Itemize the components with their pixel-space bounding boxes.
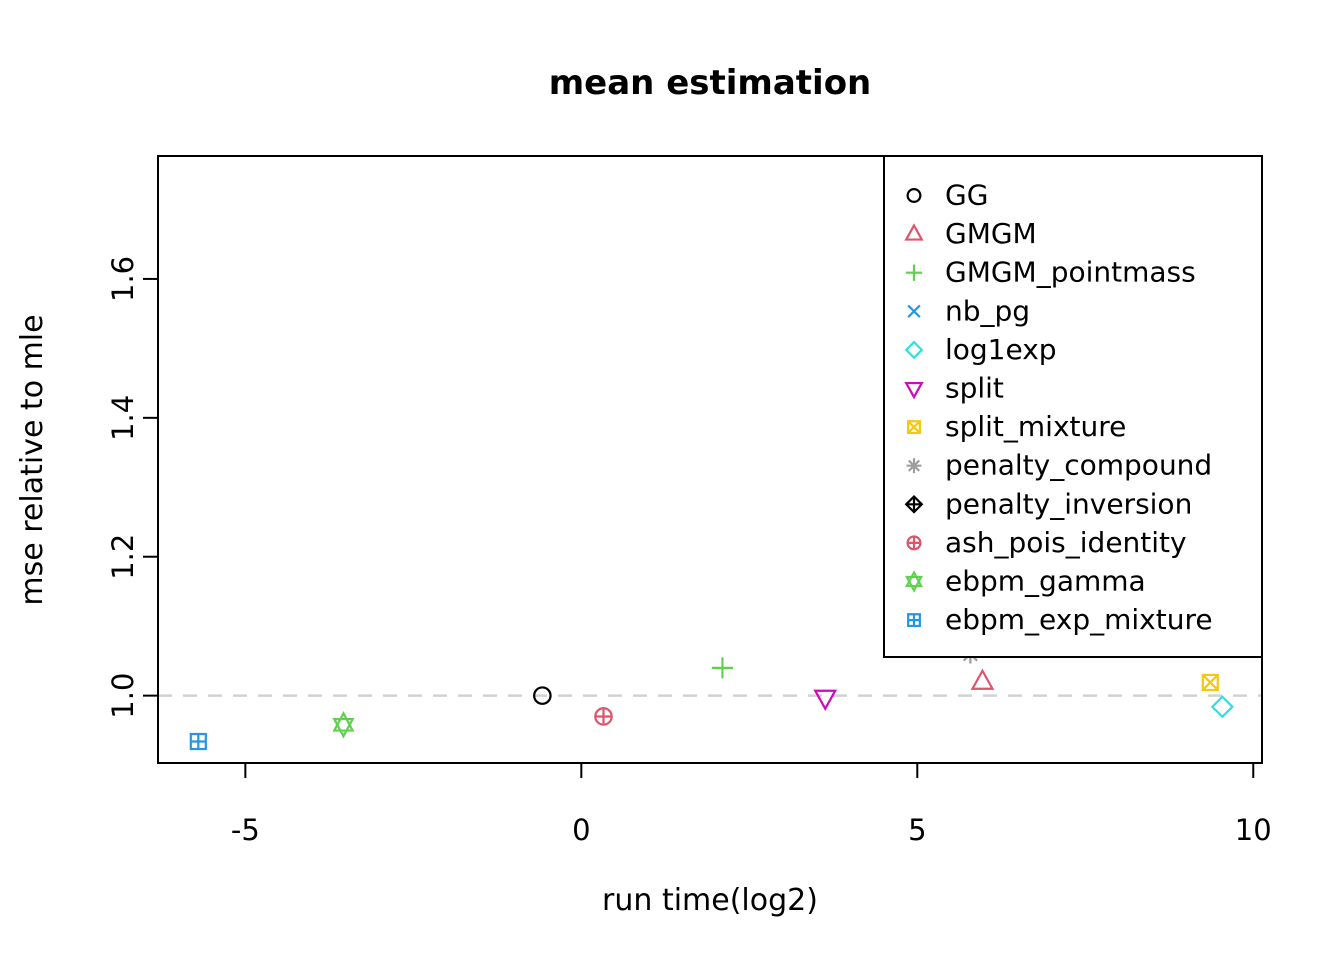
plot-area: -5 0 5 10 1.0 1.2 1.4 1.6 GG GMGM GMGM_pointmassnb… — [106, 155, 1272, 847]
legend-marker-nb_pg-icon — [907, 304, 921, 318]
legend-marker-log1exp-icon — [904, 340, 924, 360]
x-tick-label: 5 — [908, 813, 926, 847]
legend-marker-split-icon — [904, 381, 924, 400]
data-point-split — [813, 689, 838, 711]
y-tick-label: 1.6 — [106, 256, 140, 302]
legend-marker-ash_pois_identity-icon — [906, 535, 922, 551]
y-tick-label: 1.4 — [106, 395, 140, 441]
legend-label-split: split — [945, 372, 1004, 405]
legend-marker-split_mixture-icon — [907, 420, 921, 435]
data-point-ash_pois_identity — [594, 707, 613, 726]
x-tick-label: 0 — [572, 813, 590, 847]
legend-label-GMGM_pointmass: GMGM_pointmass — [945, 256, 1196, 289]
y-tick-label: 1.2 — [106, 534, 140, 580]
data-point-ebpm_gamma — [332, 710, 355, 739]
legend-label-nb_pg: nb_pg — [945, 294, 1030, 327]
data-point-GG — [533, 686, 552, 705]
legend-box — [883, 155, 1263, 658]
legend-marker-penalty_compound-icon — [906, 458, 922, 474]
legend-label-GMGM: GMGM — [945, 217, 1037, 250]
y-axis-label: mse relative to mle — [15, 314, 50, 605]
data-point-log1exp — [1210, 695, 1234, 719]
y-tick-label: 1.0 — [106, 673, 140, 719]
legend-label-GG: GG — [945, 179, 988, 212]
chart-title: mean estimation — [549, 63, 872, 103]
x-axis-label: run time(log2) — [602, 883, 818, 918]
x-tick-label: -5 — [231, 813, 260, 847]
legend-label-ebpm_exp_mixture: ebpm_exp_mixture — [945, 603, 1213, 636]
legend-label-split_mixture: split_mixture — [945, 410, 1126, 443]
legend-label-ebpm_gamma: ebpm_gamma — [945, 565, 1146, 598]
legend-marker-GMGM_pointmass-icon — [905, 264, 923, 281]
legend-marker-GMGM-icon — [904, 223, 924, 241]
x-tick-label: 10 — [1235, 813, 1272, 847]
data-point-GMGM — [970, 668, 995, 690]
legend-marker-penalty_inversion-icon — [904, 494, 924, 514]
data-point-GMGM_pointmass — [711, 657, 733, 679]
legend-label-penalty_inversion: penalty_inversion — [945, 487, 1192, 520]
legend-label-log1exp: log1exp — [945, 333, 1057, 366]
legend-label-penalty_compound: penalty_compound — [945, 449, 1212, 482]
legend-label-ash_pois_identity: ash_pois_identity — [945, 526, 1187, 559]
legend-marker-ebpm_exp_mixture-icon — [907, 613, 921, 628]
legend-marker-ebpm_gamma-icon — [904, 570, 924, 593]
data-point-ebpm_exp_mixture — [189, 732, 207, 751]
data-point-split_mixture — [1201, 673, 1219, 692]
legend-marker-GG-icon — [906, 188, 922, 203]
